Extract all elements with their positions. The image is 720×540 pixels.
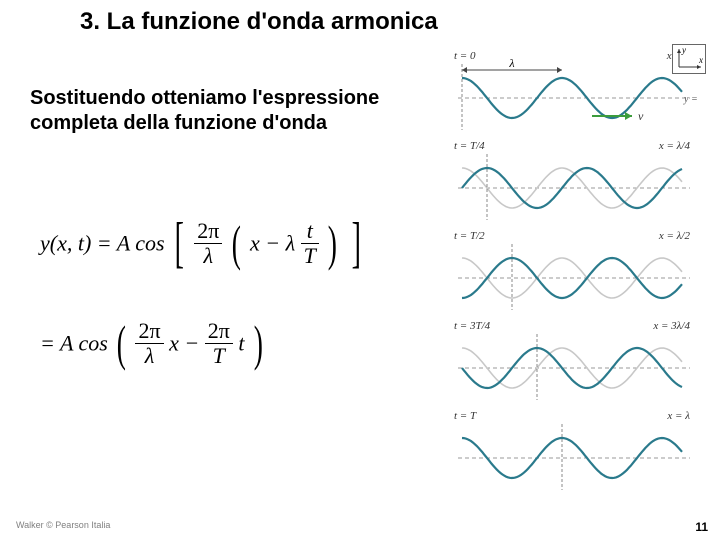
body-text: Sostituendo otteniamo l'espressione comp…: [30, 86, 390, 136]
right-paren-icon: ): [328, 226, 337, 261]
svg-text:x: x: [698, 55, 703, 65]
panel-t-label: t = T/4: [454, 140, 485, 152]
eq2-frac1-den: λ: [135, 344, 163, 367]
equation-1: y(x, t) = A cos [ 2π λ ( x − λ t T ) ]: [40, 220, 365, 267]
eq2-mid: x −: [169, 331, 205, 356]
svg-text:y = 0: y = 0: [683, 94, 700, 105]
wave-panel: t = 3T/4 x = 3λ/4: [450, 320, 700, 408]
eq2-frac2-den: T: [205, 344, 233, 367]
wave-svg: [450, 410, 700, 496]
right-bracket-icon: ]: [351, 224, 360, 263]
panel-t-label: t = T/2: [454, 230, 485, 242]
eq1-frac2-num: t: [301, 220, 319, 244]
slide-title: 3. La funzione d'onda armonica: [80, 8, 438, 36]
panel-t-label: t = T: [454, 410, 476, 422]
svg-text:λ: λ: [508, 56, 514, 70]
wave-panel: λvy = 0t = 0x = 0xy: [450, 50, 700, 138]
wave-svg: [450, 140, 700, 226]
svg-text:v: v: [638, 109, 644, 123]
wave-panel: t = T/2 x = λ/2: [450, 230, 700, 318]
panel-t-label: t = 3T/4: [454, 320, 490, 332]
wave-svg: [450, 230, 700, 316]
wave-svg: λ v y = 0: [450, 50, 700, 136]
wave-panel: t = T/4 x = λ/4: [450, 140, 700, 228]
panel-x-label: x = λ/4: [659, 140, 690, 152]
copyright-text: Walker © Pearson Italia: [16, 520, 110, 530]
eq1-frac1-den: λ: [194, 244, 222, 267]
left-paren2-icon: (: [117, 326, 126, 361]
svg-text:y: y: [681, 45, 686, 55]
coord-frame-icon: xy: [672, 44, 706, 74]
wave-figure: λvy = 0t = 0x = 0xyt = T/4x = λ/4t = T/2…: [450, 50, 700, 510]
panel-t-label: t = 0: [454, 50, 475, 62]
eq2-frac1-num: 2π: [135, 320, 163, 344]
panel-x-label: x = λ: [667, 410, 690, 422]
right-paren2-icon: ): [254, 326, 263, 361]
eq1-frac2-den: T: [301, 244, 319, 267]
eq2-post: t: [238, 331, 244, 356]
panel-x-label: x = λ/2: [659, 230, 690, 242]
panel-x-label: x = 3λ/4: [653, 320, 690, 332]
wave-panel: t = T x = λ: [450, 410, 700, 498]
eq1-frac1-num: 2π: [194, 220, 222, 244]
page-number: 11: [695, 520, 708, 534]
left-bracket-icon: [: [175, 224, 184, 263]
eq2-pre: = A cos: [40, 331, 108, 356]
wave-svg: [450, 320, 700, 406]
left-paren-icon: (: [232, 226, 241, 261]
eq2-frac2-num: 2π: [205, 320, 233, 344]
eq1-lhs: y(x, t) = A cos: [40, 231, 165, 256]
equation-2: = A cos ( 2π λ x − 2π T t ): [40, 320, 267, 367]
eq1-inner: x − λ: [250, 231, 295, 256]
